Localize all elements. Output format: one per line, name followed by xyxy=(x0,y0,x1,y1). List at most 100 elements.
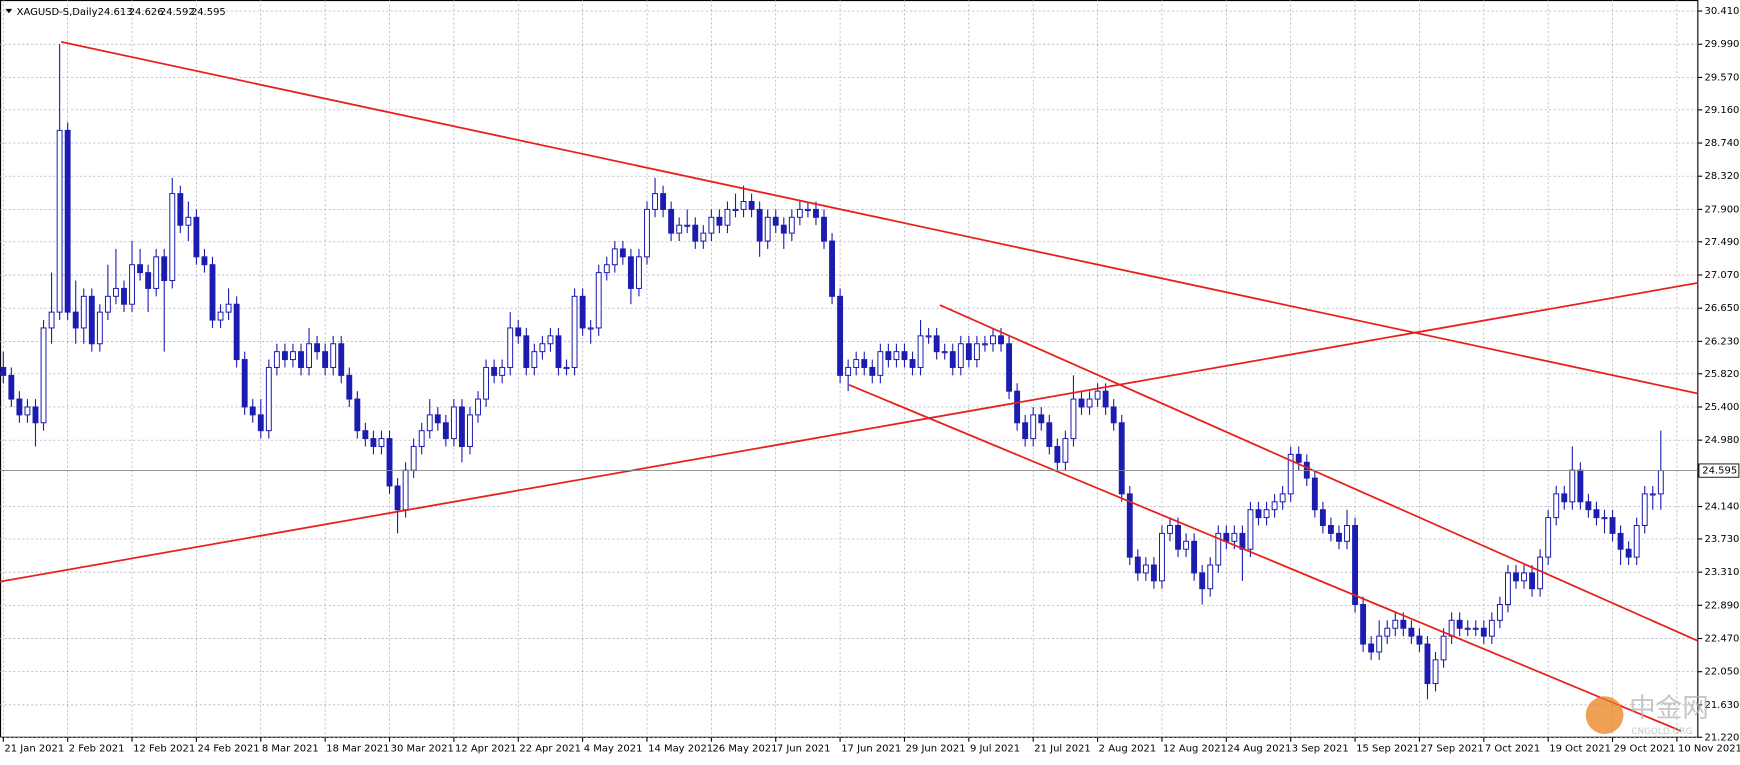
watermark-logo xyxy=(1585,696,1624,734)
candle-body xyxy=(652,193,658,210)
candle-body xyxy=(1641,493,1648,527)
x-tick-label: 30 Mar 2021 xyxy=(391,743,454,754)
x-tick-label: 24 Feb 2021 xyxy=(198,743,260,754)
candle-body xyxy=(1279,493,1286,503)
candle-body xyxy=(1593,509,1600,519)
candle-body xyxy=(676,224,683,234)
candle-body xyxy=(1496,604,1503,621)
x-tick-label: 2 Aug 2021 xyxy=(1099,743,1157,754)
candle-body xyxy=(458,406,465,447)
candle-body xyxy=(1633,525,1640,558)
candle-body xyxy=(563,366,570,370)
y-tick-label: 29.990 xyxy=(1704,39,1739,50)
candle-body xyxy=(418,430,425,447)
candle-body xyxy=(129,264,135,305)
y-tick-label: 27.490 xyxy=(1704,237,1739,248)
readout-low: 24.592 xyxy=(160,7,195,18)
candle-body xyxy=(1038,414,1045,424)
candle-body xyxy=(1609,517,1616,534)
candle-body xyxy=(362,430,369,440)
candle-body xyxy=(1014,390,1021,424)
candle-body xyxy=(1070,398,1077,440)
candle-body xyxy=(619,248,626,258)
candle-body xyxy=(1617,532,1624,550)
candle-body xyxy=(8,374,15,400)
x-tick-label: 10 Nov 2021 xyxy=(1678,743,1740,754)
y-tick-label: 27.070 xyxy=(1704,270,1739,281)
candle-body xyxy=(96,311,103,345)
candle-body xyxy=(990,335,996,345)
readout-open: 24.613 xyxy=(98,7,133,18)
candle-body xyxy=(201,256,208,266)
candle-body xyxy=(595,272,602,329)
y-tick-label: 24.140 xyxy=(1704,502,1739,513)
candle-body xyxy=(813,208,819,218)
candle-body xyxy=(1488,619,1495,637)
candle-body xyxy=(885,351,892,361)
y-tick-label: 22.050 xyxy=(1704,667,1739,678)
candle-body xyxy=(121,287,127,305)
candle-body xyxy=(402,469,409,511)
x-tick-label: 9 Jul 2021 xyxy=(970,743,1020,754)
candle-body xyxy=(748,201,755,210)
candle-body xyxy=(113,287,119,297)
candle-body xyxy=(821,216,827,242)
candle-body xyxy=(1376,635,1383,653)
watermark: 中金网 xyxy=(1629,693,1709,724)
x-tick-label: 12 Aug 2021 xyxy=(1163,743,1227,754)
x-tick-label: 29 Jun 2021 xyxy=(906,743,966,754)
candle-body xyxy=(1657,470,1664,495)
candle-body xyxy=(901,351,908,361)
x-tick-label: 27 Sep 2021 xyxy=(1421,743,1484,754)
candle-body xyxy=(378,438,385,447)
candle-body xyxy=(1432,659,1439,685)
candle-body xyxy=(611,248,618,266)
y-tick-label: 29.160 xyxy=(1704,105,1739,116)
candle-body xyxy=(1006,343,1013,392)
candle-body xyxy=(917,335,924,368)
candle-body xyxy=(925,335,932,338)
x-tick-label: 2 Feb 2021 xyxy=(69,743,125,754)
candle-body xyxy=(957,343,964,368)
menu-arrow[interactable] xyxy=(5,8,13,14)
candle-body xyxy=(837,295,844,376)
candle-body xyxy=(1086,398,1093,408)
candle-body xyxy=(185,216,192,226)
candle-body xyxy=(241,359,248,408)
x-tick-label: 4 May 2021 xyxy=(584,743,643,754)
candle-body xyxy=(1601,517,1608,520)
candle-body xyxy=(708,216,715,234)
price-label-box xyxy=(1698,463,1740,478)
y-tick-label: 29.570 xyxy=(1704,72,1739,83)
candle-body xyxy=(298,351,304,368)
candle-body xyxy=(981,343,988,346)
candle-body xyxy=(330,343,337,368)
candle-body xyxy=(893,351,900,361)
candle-body xyxy=(523,335,530,368)
candle-body xyxy=(32,406,39,424)
candle-body xyxy=(1183,540,1190,550)
candle-body xyxy=(306,343,312,368)
candle-body xyxy=(1118,422,1125,495)
candle-body xyxy=(1649,493,1656,496)
candle-body xyxy=(603,264,610,274)
candle-body xyxy=(104,295,111,313)
candle-body xyxy=(1513,572,1519,582)
candle-body xyxy=(499,366,506,376)
candle-body xyxy=(80,295,87,329)
candle-body xyxy=(394,485,401,511)
trendline xyxy=(61,41,1699,395)
candle-body xyxy=(1416,635,1423,645)
candle-body xyxy=(1215,532,1222,566)
y-tick-label: 28.740 xyxy=(1704,138,1739,149)
candle-body xyxy=(1336,532,1342,542)
candle-body xyxy=(1223,532,1230,542)
candle-body xyxy=(249,406,256,416)
candle-body xyxy=(692,224,699,242)
candle-body xyxy=(845,366,852,376)
candle-body xyxy=(88,295,95,345)
candle-body xyxy=(973,343,980,361)
candle-body xyxy=(1167,525,1173,534)
symbol-title: XAGUSD-S,Daily xyxy=(17,7,98,18)
